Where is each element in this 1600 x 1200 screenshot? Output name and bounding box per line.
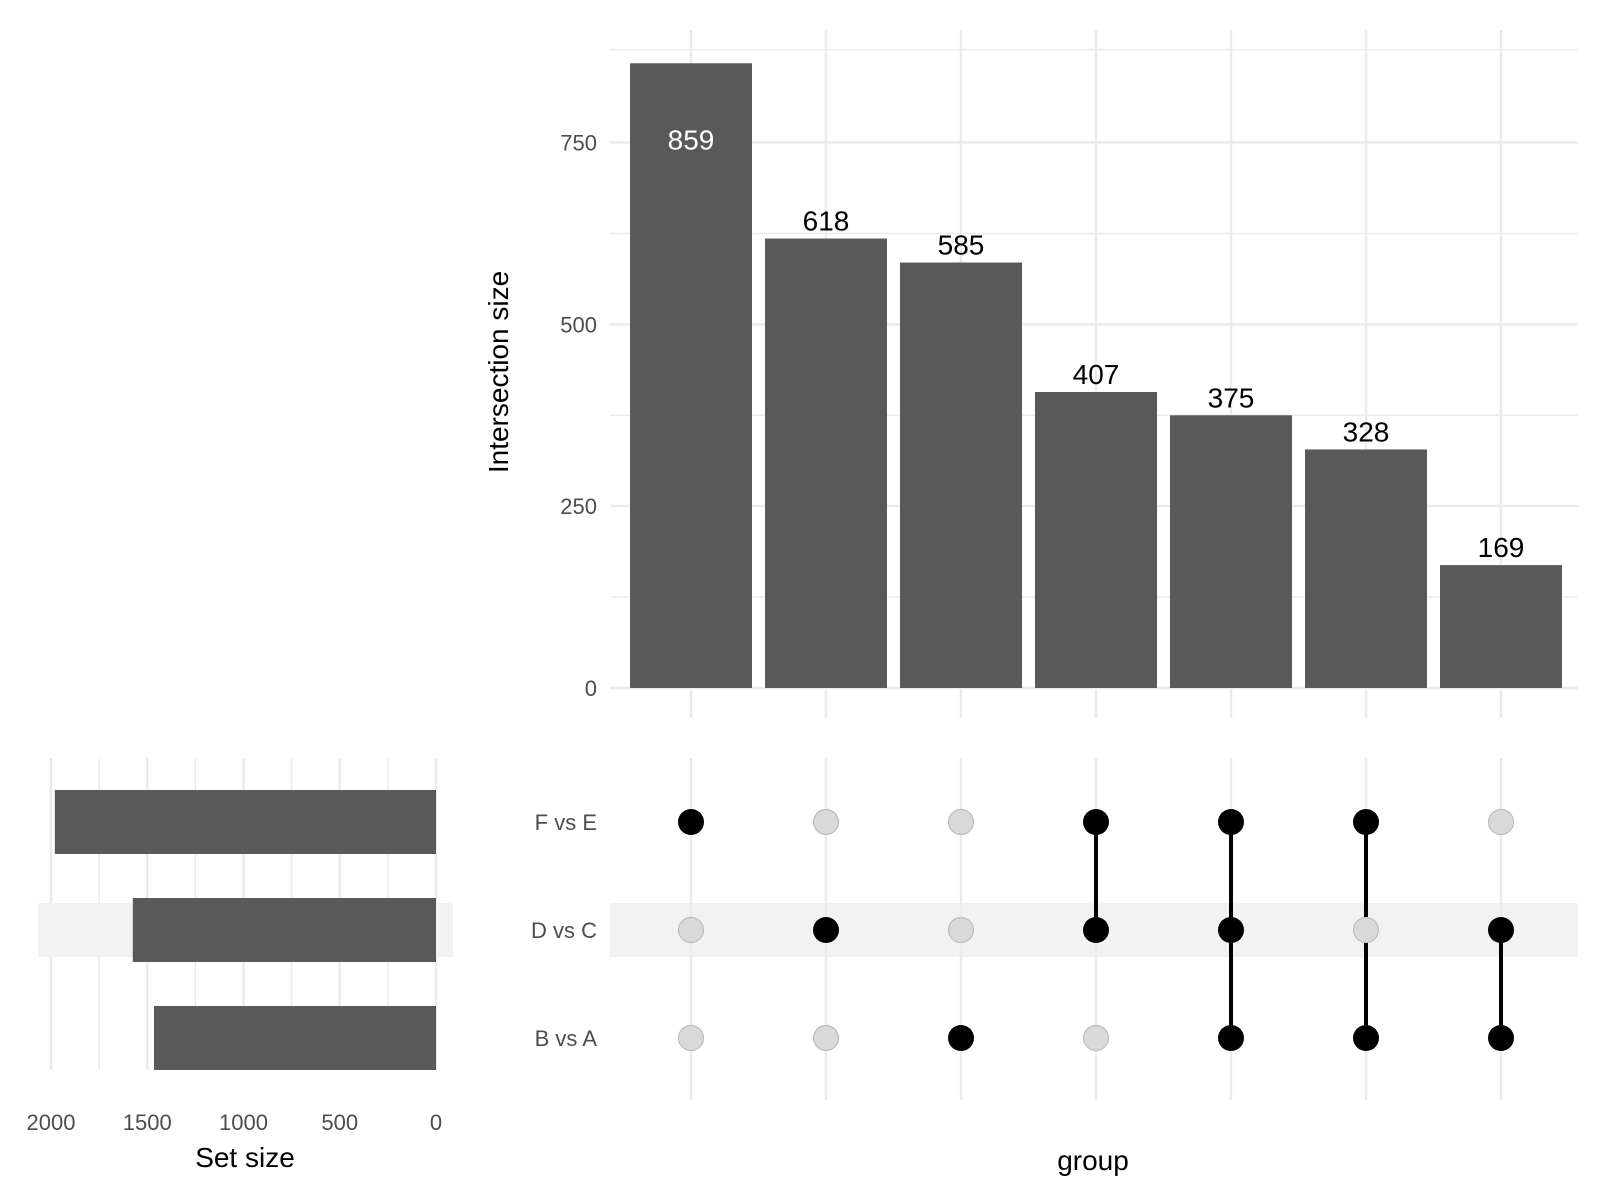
set-size-bar bbox=[54, 790, 436, 854]
matrix-dot-active bbox=[1488, 1025, 1514, 1051]
y-tick-label: 0 bbox=[585, 676, 597, 701]
matrix-dot-active bbox=[678, 809, 704, 835]
intersection-bar bbox=[1035, 392, 1157, 688]
intersection-bar bbox=[630, 63, 752, 689]
matrix-dot-active bbox=[813, 917, 839, 943]
set-size-axis-title: Set size bbox=[195, 1142, 295, 1173]
bar-value-label: 859 bbox=[668, 124, 715, 155]
matrix-dot-inactive bbox=[1352, 916, 1380, 944]
x-axis-title: group bbox=[1057, 1145, 1129, 1176]
matrix-dot-active bbox=[1353, 809, 1379, 835]
y-axis-title: Intersection size bbox=[483, 271, 514, 473]
set-size-tick-label: 1500 bbox=[123, 1110, 172, 1135]
matrix-dot-inactive bbox=[812, 1024, 840, 1052]
set-size-bar bbox=[132, 898, 436, 962]
matrix-dot-active bbox=[1218, 809, 1244, 835]
set-size-tick-label: 500 bbox=[321, 1110, 358, 1135]
matrix-dot-inactive bbox=[947, 808, 975, 836]
matrix-dot-active bbox=[1218, 917, 1244, 943]
matrix-dot-inactive bbox=[947, 916, 975, 944]
intersection-bar bbox=[1440, 565, 1562, 688]
matrix-dot-active bbox=[1083, 809, 1109, 835]
y-tick-label: 750 bbox=[560, 131, 597, 156]
intersection-bar bbox=[900, 262, 1022, 688]
matrix-dot-inactive bbox=[1487, 808, 1515, 836]
bar-value-label: 375 bbox=[1208, 382, 1255, 413]
matrix-dot-active bbox=[1083, 917, 1109, 943]
matrix-dot-active bbox=[1488, 917, 1514, 943]
set-size-bar bbox=[153, 1006, 437, 1070]
set-size-bars bbox=[38, 790, 453, 1070]
set-name-label: B vs A bbox=[535, 1026, 598, 1051]
set-name-label: F vs E bbox=[535, 810, 597, 835]
set-size-tick-label: 0 bbox=[430, 1110, 442, 1135]
matrix-dot-active bbox=[948, 1025, 974, 1051]
matrix-dot-inactive bbox=[677, 916, 705, 944]
intersection-bar bbox=[1305, 449, 1427, 688]
matrix-dot-active bbox=[1218, 1025, 1244, 1051]
matrix-dot-inactive bbox=[812, 808, 840, 836]
intersection-matrix bbox=[610, 758, 1578, 1100]
bar-value-label: 618 bbox=[803, 206, 850, 237]
set-size-tick-label: 2000 bbox=[27, 1110, 76, 1135]
intersection-bars bbox=[630, 63, 1562, 689]
intersection-bar bbox=[765, 238, 887, 688]
set-name-label: D vs C bbox=[531, 918, 597, 943]
set-size-tick-label: 1000 bbox=[219, 1110, 268, 1135]
bar-value-label: 407 bbox=[1073, 359, 1120, 390]
y-tick-label: 250 bbox=[560, 494, 597, 519]
matrix-dot-inactive bbox=[1082, 1024, 1110, 1052]
bar-value-label: 169 bbox=[1478, 532, 1525, 563]
bar-value-label: 585 bbox=[938, 230, 985, 261]
matrix-dot-active bbox=[1353, 1025, 1379, 1051]
labels-layer: 0 250 500 750 859 618 585 407 375 328 169 F vs E D v… bbox=[27, 124, 1525, 1135]
intersection-bar bbox=[1170, 415, 1292, 688]
matrix-dot-inactive bbox=[677, 1024, 705, 1052]
bar-value-label: 328 bbox=[1343, 416, 1390, 447]
y-tick-label: 500 bbox=[560, 312, 597, 337]
